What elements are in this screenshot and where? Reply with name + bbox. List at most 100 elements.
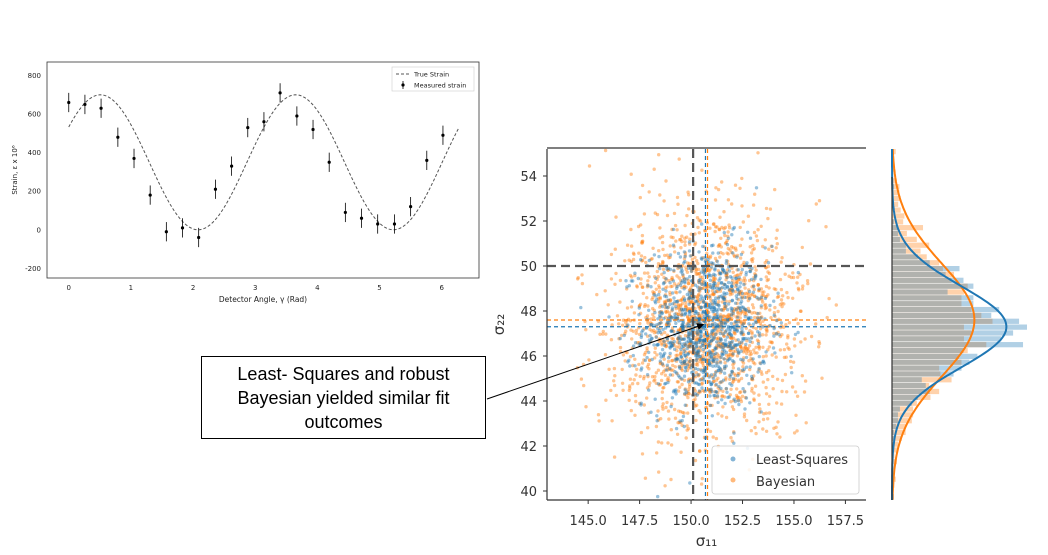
scatter-point xyxy=(666,298,671,302)
scatter-point xyxy=(728,377,732,381)
scatter-point xyxy=(747,309,751,314)
scatter-point xyxy=(675,299,680,304)
scatter-point xyxy=(709,334,713,339)
scatter-point xyxy=(686,352,690,356)
scatter-point xyxy=(712,328,716,332)
scatter-point xyxy=(656,275,660,279)
scatter-point xyxy=(668,351,672,356)
scatter-point xyxy=(710,381,714,385)
scatter-point xyxy=(729,290,733,295)
scatter-point xyxy=(777,333,781,337)
scatter-point xyxy=(655,212,660,217)
scatter-point xyxy=(702,350,706,354)
scatter-point xyxy=(736,310,740,314)
scatter-point xyxy=(678,359,683,364)
scatter-point xyxy=(657,290,662,294)
y-tick-label: 52 xyxy=(520,215,537,230)
scatter-point xyxy=(701,338,705,342)
scatter-point xyxy=(701,343,706,348)
scatter-point xyxy=(720,394,725,398)
scatter-point xyxy=(727,287,731,292)
y-tick-label: 800 xyxy=(28,72,41,80)
scatter-point xyxy=(615,314,620,318)
scatter-point xyxy=(719,271,723,275)
scatter-point xyxy=(679,350,683,354)
scatter-point xyxy=(672,342,676,346)
scatter-point xyxy=(767,286,771,290)
scatter-point xyxy=(719,318,723,323)
scatter-point xyxy=(664,305,669,309)
scatter-point xyxy=(798,309,803,313)
scatter-point xyxy=(642,403,646,407)
scatter-point xyxy=(698,449,702,453)
scatter-point xyxy=(732,344,736,349)
scatter-point xyxy=(670,306,675,310)
histogram-bar xyxy=(892,418,912,424)
scatter-point xyxy=(775,228,779,232)
scatter-point xyxy=(702,299,706,304)
legend-least-squares-marker xyxy=(730,456,736,462)
scatter-point xyxy=(648,358,652,363)
scatter-point xyxy=(640,233,645,238)
scatter-point xyxy=(639,277,643,281)
scatter-point xyxy=(729,284,734,288)
scatter-point xyxy=(767,345,771,349)
sigma22-marginal xyxy=(891,148,1027,501)
scatter-point xyxy=(713,281,717,286)
scatter-point xyxy=(834,303,838,307)
scatter-point xyxy=(682,411,686,415)
scatter-point xyxy=(792,431,797,435)
scatter-point xyxy=(665,400,669,405)
scatter-point xyxy=(622,333,626,338)
histogram-bar xyxy=(892,359,970,365)
scatter-point xyxy=(656,418,661,422)
scatter-point xyxy=(758,316,762,320)
scatter-point xyxy=(694,394,698,398)
scatter-point xyxy=(684,403,689,408)
scatter-point xyxy=(643,351,648,355)
scatter-point xyxy=(676,421,680,425)
scatter-point xyxy=(730,352,734,356)
scatter-point xyxy=(579,377,584,381)
scatter-point xyxy=(683,243,687,247)
histogram-bar xyxy=(892,219,904,225)
scatter-point xyxy=(703,370,708,374)
scatter-point xyxy=(736,287,740,291)
scatter-point xyxy=(740,359,745,363)
scatter-point xyxy=(653,281,657,285)
scatter-point xyxy=(730,233,734,237)
scatter-point xyxy=(756,283,760,287)
scatter-point xyxy=(679,281,684,285)
scatter-point xyxy=(741,330,745,334)
scatter-point xyxy=(763,261,767,265)
scatter-point xyxy=(693,336,698,340)
scatter-point xyxy=(755,295,759,300)
scatter-point xyxy=(768,323,772,328)
scatter-point xyxy=(696,225,700,230)
scatter-point xyxy=(690,300,694,304)
scatter-point xyxy=(646,271,650,275)
scatter-point xyxy=(731,376,736,381)
scatter-point xyxy=(698,411,703,415)
scatter-point xyxy=(714,302,718,307)
scatter-point xyxy=(764,370,769,375)
scatter-point xyxy=(718,255,722,259)
scatter-point xyxy=(671,329,675,333)
scatter-point xyxy=(637,251,641,255)
scatter-point xyxy=(698,390,702,394)
scatter-point xyxy=(742,337,746,341)
scatter-point xyxy=(689,266,693,271)
scatter-point xyxy=(730,346,734,350)
scatter-point xyxy=(682,359,686,364)
scatter-point xyxy=(688,290,692,294)
scatter-point xyxy=(669,343,674,348)
scatter-point xyxy=(718,289,723,293)
scatter-point xyxy=(678,419,682,423)
scatter-point xyxy=(785,290,789,295)
scatter-point xyxy=(601,329,605,334)
scatter-point xyxy=(728,348,733,353)
scatter-point xyxy=(654,335,658,339)
scatter-point xyxy=(699,331,703,336)
scatter-point xyxy=(762,412,766,416)
scatter-point xyxy=(709,389,713,393)
